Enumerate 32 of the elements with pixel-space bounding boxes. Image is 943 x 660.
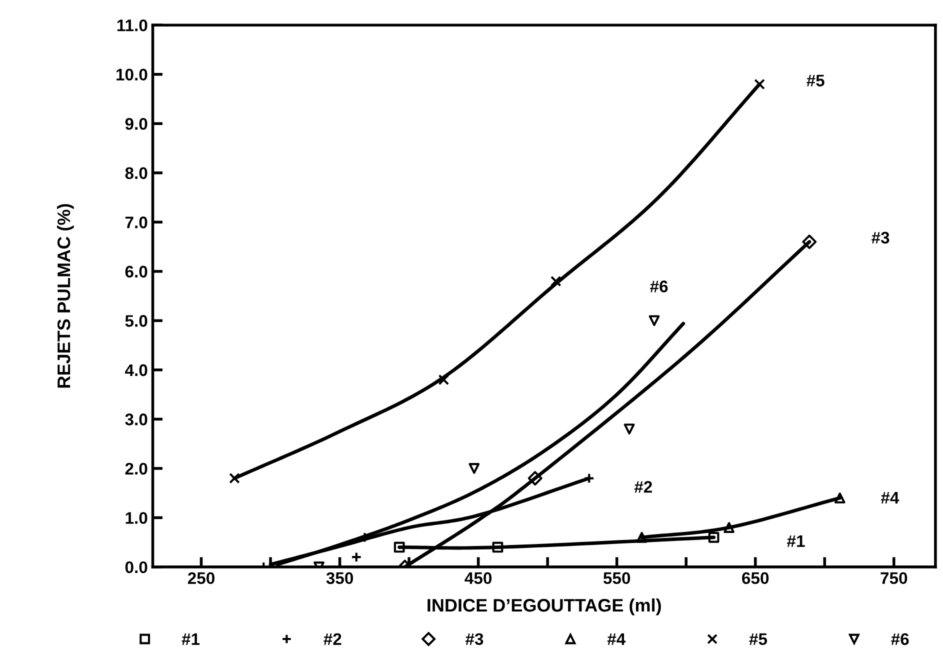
x-axis-title: INDICE D’EGOUTTAGE (ml) bbox=[428, 598, 661, 616]
y-tick-label: 0.0 bbox=[125, 561, 148, 574]
x-tick-label: 250 bbox=[188, 572, 214, 584]
x-tick-label: 450 bbox=[464, 572, 492, 584]
y-tick-label: 1.0 bbox=[126, 512, 148, 524]
annotation: #2 bbox=[634, 481, 652, 493]
y-tick-label: 3.0 bbox=[125, 414, 148, 426]
annotation: #5 bbox=[806, 74, 824, 86]
annotation: #3 bbox=[872, 232, 890, 244]
annotation: #6 bbox=[650, 280, 668, 292]
y-axis-title: REJETS PULMAC (%) bbox=[56, 204, 74, 388]
legend-label: #5 bbox=[749, 633, 768, 646]
y-tick-label: 2.0 bbox=[125, 462, 148, 475]
y-tick-label: 5.0 bbox=[125, 315, 148, 327]
y-tick-label: 4.0 bbox=[124, 364, 148, 376]
legend-label: #3 bbox=[466, 633, 484, 646]
x-tick-label: 650 bbox=[742, 572, 769, 584]
y-tick-label: 8.0 bbox=[125, 167, 148, 180]
annotation: #1 bbox=[787, 535, 805, 547]
legend-label: #4 bbox=[607, 633, 626, 645]
legend-label: #6 bbox=[891, 633, 909, 646]
x-tick-label: 550 bbox=[603, 572, 630, 584]
x-tick-label: 350 bbox=[326, 572, 353, 584]
legend-label: #1 bbox=[182, 633, 200, 645]
legend-label: #2 bbox=[324, 633, 342, 645]
y-tick-label: 7.0 bbox=[125, 216, 148, 228]
y-tick-label: 11.0 bbox=[117, 19, 148, 32]
x-tick-label: 750 bbox=[880, 572, 908, 584]
annotation: #4 bbox=[880, 492, 900, 504]
y-tick-label: 10.0 bbox=[116, 68, 148, 81]
y-tick-label: 9.0 bbox=[125, 118, 148, 130]
y-tick-label: 6.0 bbox=[125, 266, 148, 278]
